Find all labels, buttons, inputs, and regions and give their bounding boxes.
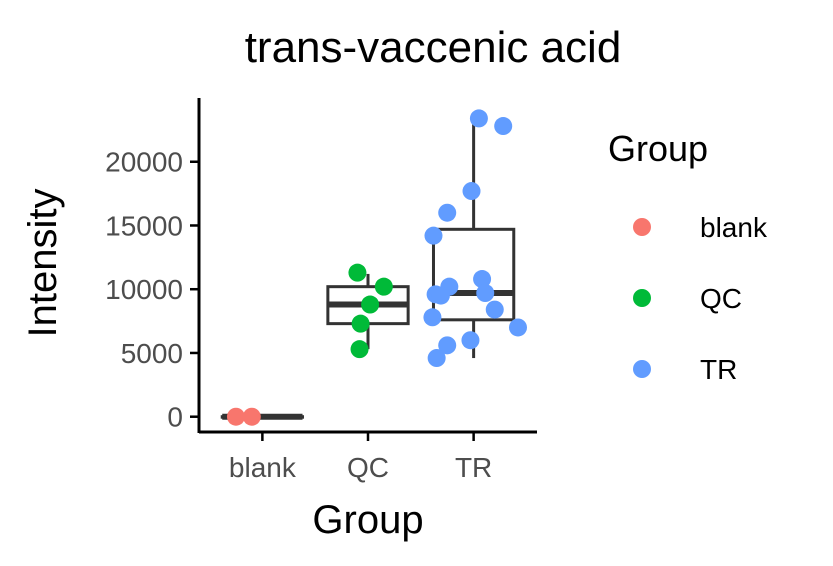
y-tick-label: 0 [167,402,183,433]
data-point-TR [438,203,457,222]
legend-label: blank [700,212,768,243]
data-point-TR [469,109,488,128]
y-tick-label: 5000 [121,338,183,369]
x-tick-label: TR [455,452,492,483]
y-tick-label: 10000 [105,274,183,305]
y-tick-label: 15000 [105,210,183,241]
legend-key-QC [633,289,651,307]
data-point-TR [494,117,513,136]
data-point-TR [485,300,504,319]
legend-label: TR [700,354,737,385]
data-point-QC [350,340,369,359]
data-point-TR [473,270,492,289]
data-point-TR [508,318,527,337]
y-axis-ticks: 0 5000 10000 15000 20000 [105,147,199,433]
legend-key-blank [633,218,651,236]
plot-area [220,109,527,426]
data-point-TR [462,182,481,201]
x-axis-ticks: blank QC TR [229,432,492,483]
data-point-blank [226,407,245,426]
x-tick-label: blank [229,452,297,483]
data-point-TR [461,331,480,350]
data-point-TR [424,226,443,245]
legend-title: Group [608,128,708,169]
data-point-QC [361,295,380,314]
y-axis-title: Intensity [21,189,65,338]
data-point-TR [476,284,495,303]
data-point-TR [427,349,446,368]
data-point-QC [351,314,370,333]
chart-title: trans-vaccenic acid [245,23,622,72]
legend-label: QC [700,283,742,314]
data-point-QC [374,277,393,296]
data-point-TR [431,286,450,305]
data-point-TR [423,308,442,327]
legend: Group blank QC TR [608,128,768,385]
data-point-blank [242,407,261,426]
x-tick-label: QC [347,452,389,483]
data-point-TR [438,336,457,355]
data-point-QC [348,263,367,282]
box-TR [431,118,516,359]
legend-key-TR [633,360,651,378]
x-axis-title: Group [312,498,423,542]
y-tick-label: 20000 [105,147,183,178]
